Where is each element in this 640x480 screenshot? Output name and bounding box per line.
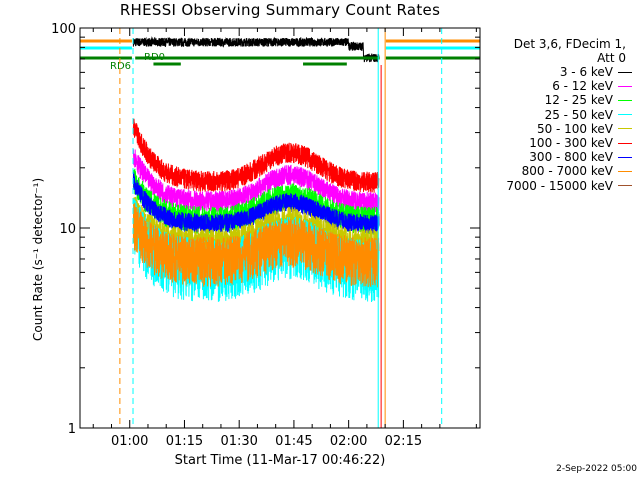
legend-entry: 100 - 300 keV	[482, 136, 632, 150]
y-tick-label: 100	[51, 22, 76, 37]
legend-entry: 50 - 100 keV	[482, 122, 632, 136]
legend-entry-label: 3 - 6 keV	[559, 65, 613, 79]
legend-entry-label: 100 - 300 keV	[529, 136, 613, 151]
x-tick-label: 01:45	[275, 434, 312, 449]
legend-entry: 7000 - 15000 keV	[482, 179, 632, 193]
annotation-rd6: RD6	[110, 61, 131, 72]
series-trace	[132, 36, 380, 63]
x-axis-label: Start Time (11-Mar-17 00:46:22)	[174, 453, 386, 468]
legend: Det 3,6, FDecim 1, Att 0 3 - 6 keV 6 - 12…	[482, 37, 632, 193]
status-bars: RD6 RD0	[80, 39, 480, 72]
annotation-rd0: RD0	[144, 52, 165, 63]
legend-entry-label: 50 - 100 keV	[536, 121, 613, 136]
legend-header-line-1: Det 3,6, FDecim 1,	[513, 37, 626, 51]
x-tick-label: 01:15	[166, 434, 203, 449]
x-tick-label: 01:00	[111, 434, 148, 449]
legend-header-line-2: Att 0	[597, 51, 626, 65]
legend-swatch	[618, 100, 632, 101]
series-trace	[132, 149, 380, 213]
series-trace	[132, 118, 380, 193]
axes: 01:00 01:15 01:30 01:45 02:00 02:15 1 10 100	[51, 22, 480, 449]
legend-entry-label: 12 - 25 keV	[544, 93, 613, 108]
legend-swatch	[618, 171, 632, 173]
legend-swatch	[618, 185, 632, 187]
legend-swatch	[618, 114, 632, 116]
x-tick-label: 02:15	[385, 434, 422, 449]
legend-entry-label: 6 - 12 keV	[552, 79, 613, 94]
legend-entry: 6 - 12 keV	[482, 79, 632, 93]
series-trace	[132, 172, 380, 234]
legend-swatch	[618, 85, 632, 87]
legend-swatch	[618, 156, 632, 158]
legend-entry-label: 7000 - 15000 keV	[506, 178, 613, 193]
count-rate-traces	[132, 36, 380, 303]
legend-swatch	[618, 128, 632, 130]
legend-swatch	[618, 71, 632, 73]
y-tick-label: 10	[59, 222, 76, 237]
x-tick-label: 01:30	[220, 434, 257, 449]
x-tick-label: 02:00	[330, 434, 367, 449]
legend-entry: 800 - 7000 keV	[482, 164, 632, 178]
event-lines	[119, 28, 443, 428]
legend-entry: 12 - 25 keV	[482, 93, 632, 107]
legend-entry: 3 - 6 keV	[482, 65, 632, 79]
series-trace	[132, 202, 380, 288]
y-tick-label: 1	[68, 422, 76, 437]
chart-title: RHESSI Observing Summary Count Rates	[119, 1, 441, 19]
legend-entry: 25 - 50 keV	[482, 108, 632, 122]
y-axis-label: Count Rate (s⁻¹ detector⁻¹)	[31, 177, 45, 341]
legend-entry-label: 300 - 800 keV	[529, 150, 613, 165]
legend-entry-label: 25 - 50 keV	[544, 107, 613, 122]
legend-entry: 300 - 800 keV	[482, 150, 632, 164]
legend-entry-label: 800 - 7000 keV	[521, 164, 613, 179]
legend-swatch	[618, 142, 632, 144]
generation-date: 2-Sep-2022 05:00	[556, 464, 637, 474]
